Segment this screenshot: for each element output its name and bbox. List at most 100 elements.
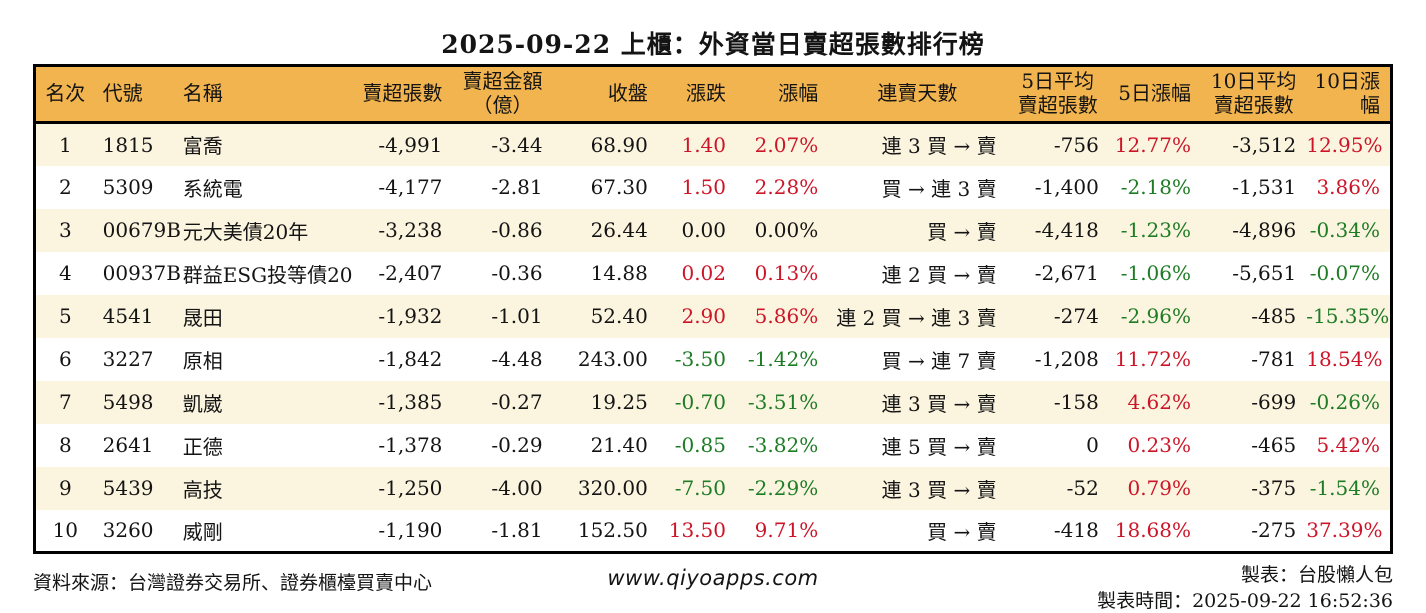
cell-streak: 連 2 買 → 賣 <box>881 262 997 287</box>
cell-streak: 連 3 買 → 賣 <box>881 391 997 416</box>
cell-pct10: 18.54% <box>1306 347 1383 371</box>
cell-close: 152.50 <box>577 518 648 543</box>
cell-name: 元大美債20年 <box>182 219 309 244</box>
cell-sell_volume: -3,238 <box>378 218 443 242</box>
cell-rank: 10 <box>52 518 79 543</box>
cell-pct5: -1.23% <box>1120 218 1192 242</box>
cell-avg10: -699 <box>1251 390 1297 414</box>
cell-avg5: -2,671 <box>1034 261 1099 285</box>
cell-code: 1815 <box>102 132 154 157</box>
col-header-change_pct: 漲幅 <box>736 65 829 124</box>
col-header-rank: 名次 <box>34 65 95 124</box>
made-time-label: 製表時間：2025-09-22 16:52:36 <box>1097 590 1393 612</box>
cell-streak: 連 3 買 → 賣 <box>881 477 997 502</box>
col-header-avg5: 5日平均 賣超張數 <box>1006 65 1109 124</box>
cell-rank: 3 <box>58 218 72 242</box>
cell-rank: 8 <box>58 433 72 457</box>
cell-sell_amount: -0.36 <box>491 261 543 285</box>
cell-pct5: 18.68% <box>1114 518 1192 543</box>
sell-ranking-table: 名次 代號 名稱 賣超張數 賣超金額 （億） 收盤 漲跌 漲幅 連賣天數 5日平均 賣超張數 5日漲… <box>33 64 1393 554</box>
cell-sell_volume: -2,407 <box>378 261 443 285</box>
cell-avg5: -52 <box>1066 476 1099 500</box>
cell-pct5: -1.06% <box>1120 261 1192 285</box>
col-header-change: 漲跌 <box>657 65 736 124</box>
cell-pct10: 12.95% <box>1306 132 1383 157</box>
cell-sell_amount: -3.44 <box>491 132 543 157</box>
cell-streak: 連 2 買 → 連 3 賣 <box>836 305 997 330</box>
cell-pct10: -15.35% <box>1306 304 1390 328</box>
cell-avg10: -275 <box>1251 518 1297 543</box>
cell-pct10: 37.39% <box>1306 518 1383 543</box>
cell-change_pct: 0.13% <box>754 261 819 285</box>
cell-avg5: 0 <box>1086 433 1099 457</box>
cell-sell_amount: -0.86 <box>491 218 543 242</box>
cell-pct10: -1.54% <box>1309 476 1380 500</box>
cell-avg5: -158 <box>1053 390 1099 414</box>
cell-close: 52.40 <box>590 304 648 328</box>
cell-rank: 5 <box>58 304 72 328</box>
data-source-note: 資料來源：台灣證券交易所、證券櫃檯買賣中心 <box>33 572 433 594</box>
cell-sell_amount: -1.81 <box>491 518 543 543</box>
cell-name: 威剛 <box>182 519 223 544</box>
cell-sell_volume: -1,385 <box>378 390 443 414</box>
col-header-name: 名稱 <box>174 65 348 124</box>
cell-name: 高技 <box>182 477 223 502</box>
cell-streak: 連 3 買 → 賣 <box>881 134 997 159</box>
cell-avg5: -4,418 <box>1034 218 1099 242</box>
cell-sell_amount: -4.00 <box>491 476 543 500</box>
cell-name: 系統電 <box>182 176 243 201</box>
cell-rank: 4 <box>58 261 72 285</box>
table-row: 7 5498 凱崴 -1,385 -0.27 19.25 -0.70 -3.51% 連 3 買 … <box>34 380 1392 424</box>
cell-change_pct: 5.86% <box>754 304 819 328</box>
cell-code: 3260 <box>102 518 154 543</box>
cell-sell_volume: -1,842 <box>378 347 443 371</box>
cell-close: 26.44 <box>590 218 648 242</box>
cell-close: 243.00 <box>577 347 648 371</box>
table-row: 10 3260 威剛 -1,190 -1.81 152.50 13.50 9.71% 買 → 賣… <box>34 509 1392 553</box>
cell-code: 4541 <box>102 304 154 328</box>
cell-change: 1.50 <box>681 175 726 199</box>
cell-pct10: -0.07% <box>1309 261 1380 285</box>
table-row: 4 00937B 群益ESG投等債20 -2,407 -0.36 14.88 0.02 0.1… <box>34 251 1392 295</box>
cell-avg10: -375 <box>1251 476 1297 500</box>
cell-avg5: -1,208 <box>1034 347 1099 371</box>
col-header-avg10: 10日平均 賣超張數 <box>1201 65 1307 124</box>
table-row: 8 2641 正德 -1,378 -0.29 21.40 -0.85 -3.82% 連 5 買 … <box>34 423 1392 467</box>
cell-change_pct: 9.71% <box>754 518 819 543</box>
cell-code: 3227 <box>102 347 154 371</box>
website-label: www.qiyoapps.com <box>607 566 819 590</box>
cell-sell_amount: -2.81 <box>491 175 543 199</box>
cell-change_pct: -3.82% <box>747 433 819 457</box>
cell-code: 00679B <box>102 218 181 242</box>
cell-rank: 6 <box>58 347 72 371</box>
cell-pct10: 5.42% <box>1316 433 1380 457</box>
cell-change_pct: 2.07% <box>754 132 819 157</box>
report-title: 2025-09-22 上櫃：外資當日賣超張數排行榜 <box>441 30 985 59</box>
col-header-close: 收盤 <box>552 65 658 124</box>
cell-change_pct: -3.51% <box>747 390 819 414</box>
table-header-row: 名次 代號 名稱 賣超張數 賣超金額 （億） 收盤 漲跌 漲幅 連賣天數 5日平均 賣超張數 5日漲… <box>34 65 1392 124</box>
cell-change_pct: 0.00% <box>754 218 819 242</box>
cell-streak: 買 → 連 7 賣 <box>881 348 997 373</box>
cell-streak: 買 → 賣 <box>927 219 997 244</box>
cell-close: 320.00 <box>577 476 648 500</box>
cell-change: 13.50 <box>668 518 726 543</box>
table-row: 1 1815 富喬 -4,991 -3.44 68.90 1.40 2.07% 連 3 買 → … <box>34 122 1392 166</box>
cell-avg5: -274 <box>1053 304 1099 328</box>
cell-streak: 買 → 賣 <box>927 519 997 544</box>
col-header-pct10: 10日漲幅 <box>1306 65 1392 124</box>
cell-change: -0.70 <box>674 390 726 414</box>
cell-sell_amount: -1.01 <box>491 304 543 328</box>
cell-code: 5498 <box>102 390 154 414</box>
cell-pct10: -0.26% <box>1309 390 1380 414</box>
cell-sell_volume: -1,190 <box>378 518 443 543</box>
cell-streak: 買 → 連 3 賣 <box>881 176 997 201</box>
cell-close: 68.90 <box>590 132 648 157</box>
cell-name: 正德 <box>182 434 223 459</box>
table-row: 6 3227 原相 -1,842 -4.48 243.00 -3.50 -1.42% 買 → 連… <box>34 337 1392 381</box>
cell-code: 00937B <box>102 261 181 285</box>
cell-avg10: -4,896 <box>1232 218 1297 242</box>
table-row: 3 00679B 元大美債20年 -3,238 -0.86 26.44 0.00 0.00% 買… <box>34 208 1392 252</box>
cell-avg10: -781 <box>1251 347 1297 371</box>
col-header-streak: 連賣天數 <box>828 65 1007 124</box>
